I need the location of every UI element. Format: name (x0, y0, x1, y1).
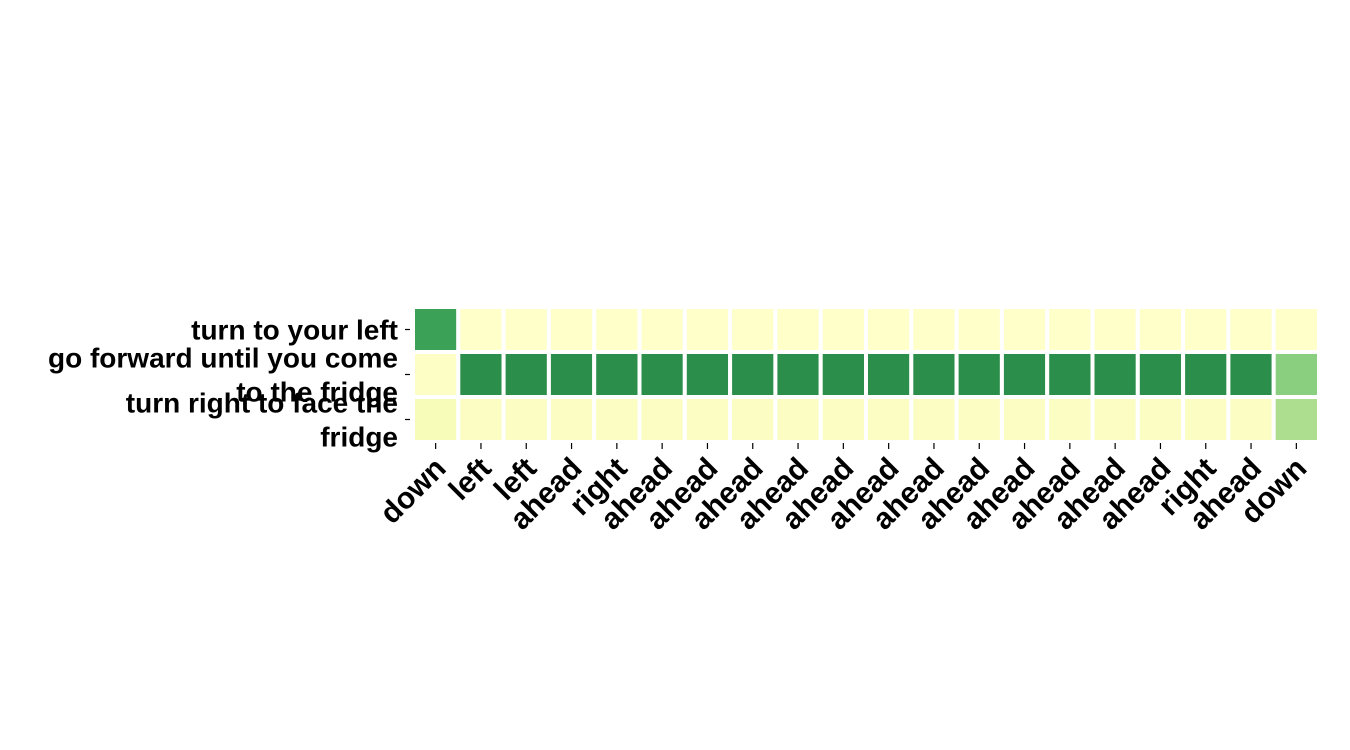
heatmap-cell (592, 305, 642, 354)
heatmap-cell (999, 395, 1050, 444)
heatmap-cell (999, 305, 1050, 354)
heatmap-cell (1135, 395, 1186, 444)
heatmap-cell (682, 395, 733, 444)
column-ticks (435, 443, 1297, 449)
heatmap-cell (637, 305, 687, 354)
column-labels: downleftleftaheadrightaheadaheadaheadahe… (374, 452, 1313, 537)
heatmap-cell (1090, 305, 1140, 354)
row-ticks (405, 328, 410, 421)
heatmap-cell (1045, 395, 1095, 444)
heatmap-cell (546, 350, 597, 399)
heatmap-cell (637, 350, 687, 399)
column-label: left (443, 452, 498, 507)
heatmap-cell (864, 305, 914, 354)
heatmap-cell (1271, 350, 1321, 399)
column-label: down (374, 452, 453, 531)
heatmap-cell (592, 395, 642, 444)
heatmap-cell (728, 350, 778, 399)
row-label: fridge (320, 422, 398, 453)
heatmap-cell (954, 395, 1004, 444)
heatmap-cell (1181, 395, 1231, 444)
heatmap-cell (1181, 305, 1231, 354)
heatmap-cell (1135, 350, 1186, 399)
heatmap-cell (1090, 395, 1140, 444)
heatmap-cell (728, 305, 778, 354)
heatmap-cell (864, 350, 914, 399)
heatmap-cell (864, 395, 914, 444)
heatmap-cell (728, 395, 778, 444)
heatmap-cells (411, 305, 1321, 444)
heatmap-cell (818, 395, 869, 444)
heatmap-cell (1045, 305, 1095, 354)
heatmap-cell (682, 350, 733, 399)
heatmap-cell (909, 350, 959, 399)
heatmap-cell (999, 350, 1050, 399)
heatmap-cell (1271, 395, 1321, 444)
heatmap-cell (1135, 305, 1186, 354)
heatmap-cell (501, 305, 551, 354)
heatmap-cell (773, 305, 823, 354)
heatmap-cell (637, 395, 687, 444)
heatmap-cell (682, 305, 733, 354)
heatmap-cell (773, 350, 823, 399)
heatmap-cell (1226, 350, 1276, 399)
heatmap-cell (1226, 395, 1276, 444)
heatmap-cell (411, 395, 461, 444)
heatmap-cell (1226, 305, 1276, 354)
heatmap-cell (546, 305, 597, 354)
heatmap-cell (456, 305, 506, 354)
heatmap-cell (818, 305, 869, 354)
heatmap-cell (818, 350, 869, 399)
heatmap-cell (411, 305, 461, 354)
heatmap-cell (592, 350, 642, 399)
heatmap-cell (909, 395, 959, 444)
heatmap-cell (773, 395, 823, 444)
heatmap-cell (501, 350, 551, 399)
heatmap-cell (411, 350, 461, 399)
heatmap-cell (456, 395, 506, 444)
heatmap-cell (1271, 305, 1321, 354)
row-label: turn to your left (191, 315, 398, 346)
row-label: turn right to face the (126, 388, 398, 419)
heatmap-cell (954, 350, 1004, 399)
heatmap-cell (909, 305, 959, 354)
heatmap-cell (501, 395, 551, 444)
heatmap-cell (1181, 350, 1231, 399)
row-label: to the fridge (236, 377, 398, 408)
heatmap-cell (546, 395, 597, 444)
heatmap-cell (1090, 350, 1140, 399)
heatmap-cell (954, 305, 1004, 354)
heatmap-cell (456, 350, 506, 399)
heatmap-cell (1045, 350, 1095, 399)
row-label: go forward until you come (48, 343, 398, 374)
